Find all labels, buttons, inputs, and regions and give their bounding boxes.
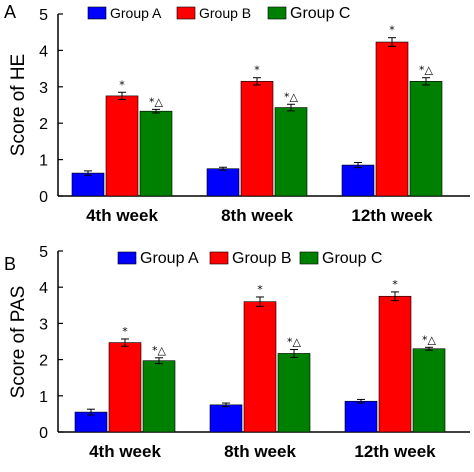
panel-b-category-label: 8th week — [224, 442, 296, 461]
panel-b-bar-group-b — [108, 342, 142, 433]
panel-b-category-label: 12th week — [354, 442, 436, 461]
panel-b-bar-group-b — [378, 295, 412, 433]
panel-a-bar-group-b — [375, 41, 409, 197]
panel-a-ytick-label: 1 — [39, 153, 48, 170]
panel-a-ylabel: Score of HE — [8, 54, 29, 156]
panel-a-legend-label: Group C — [290, 5, 350, 22]
panel-a-bar-group-a — [341, 164, 375, 197]
panel-b-ytick-label: 4 — [39, 280, 48, 297]
panel-a-legend-swatch — [87, 6, 107, 20]
panel-b-legend-swatch — [299, 251, 319, 265]
panel-a-category-label: 12th week — [351, 206, 433, 225]
panel-a-category-label: 4th week — [86, 206, 158, 225]
panel-a-bar-group-a — [71, 172, 105, 197]
panel-a-category-label: 8th week — [221, 206, 293, 225]
panel-b-significance-mark: * — [257, 283, 263, 296]
panel-a-bar-group-a — [206, 168, 240, 197]
panel-b-bar-group-c — [277, 353, 311, 433]
panel-a-ytick-label: 2 — [39, 116, 48, 133]
panel-b-legend-label: Group C — [322, 250, 382, 267]
panel-b-ytick-label: 1 — [39, 389, 48, 406]
panel-b-bar-group-a — [209, 404, 243, 433]
panel-b-ytick-label: 5 — [39, 244, 48, 261]
panel-b-legend-label: Group A — [140, 250, 199, 267]
panel-b-significance-mark: * — [122, 325, 128, 338]
panel-a-ytick-label: 5 — [39, 7, 48, 24]
panel-b-letter: B — [4, 254, 16, 274]
panel-a-bar-group-c — [274, 107, 308, 197]
panel-b-legend-label: Group B — [232, 250, 292, 267]
panel-a-ytick-label: 0 — [39, 189, 48, 206]
panel-a-significance-mark: * — [254, 64, 260, 77]
panel-b-ytick-label: 0 — [39, 425, 48, 442]
panel-b-bar-group-a — [344, 400, 378, 433]
panel-a-letter: A — [4, 2, 16, 22]
panel-a-significance-mark: * — [119, 78, 125, 91]
panel-b-bar-group-c — [142, 360, 176, 433]
panel-b-ylabel: Score of PAS — [8, 286, 29, 399]
panel-a-bar-group-c — [139, 110, 173, 197]
panel-a-legend-swatch — [267, 6, 287, 20]
panel-b-significance-mark: *△ — [287, 335, 302, 348]
panel-a-bar-group-b — [240, 81, 274, 197]
panel-a-ytick-label: 3 — [39, 80, 48, 97]
panel-a-bar-group-c — [409, 81, 443, 197]
panel-b-significance-mark: * — [392, 278, 398, 291]
panel-a-legend-label: Group B — [199, 5, 251, 21]
panel-a-legend-swatch — [176, 6, 196, 20]
panel-b-ytick-label: 3 — [39, 316, 48, 333]
panel-a-significance-mark: *△ — [284, 90, 299, 103]
panel-b-significance-mark: *△ — [152, 344, 167, 357]
panel-a-significance-mark: * — [389, 24, 395, 37]
panel-a-ytick-label: 4 — [39, 43, 48, 60]
panel-a-bar-group-b — [105, 95, 139, 197]
panel-a-significance-mark: *△ — [149, 95, 164, 108]
panel-b-legend-swatch — [209, 251, 229, 265]
panel-b-bar-group-c — [412, 348, 446, 433]
panel-b-ytick-label: 2 — [39, 353, 48, 370]
panel-b-significance-mark: *△ — [422, 333, 437, 346]
panel-b-category-label: 4th week — [89, 442, 161, 461]
panel-a-significance-mark: *△ — [419, 64, 434, 77]
panel-b-bar-group-b — [243, 301, 277, 433]
panel-b-legend-swatch — [117, 251, 137, 265]
panel-a-legend-label: Group A — [110, 5, 162, 21]
